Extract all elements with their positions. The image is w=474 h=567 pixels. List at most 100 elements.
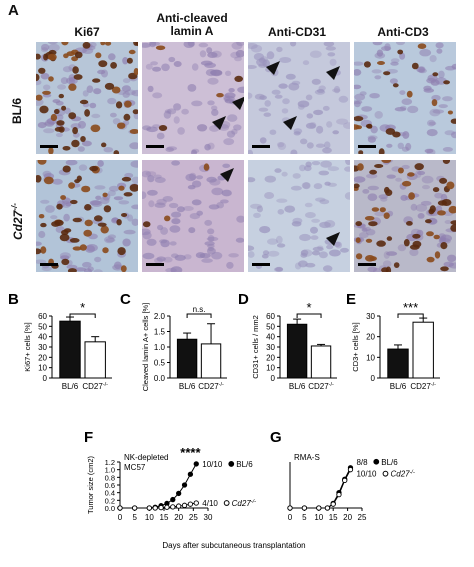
- micrograph-cd3-cd27: [354, 160, 456, 272]
- series-count-label: 10/10: [356, 470, 377, 479]
- category-label: BL/6: [390, 382, 407, 391]
- y-tick-label: 0.0: [105, 504, 115, 513]
- legend-marker: [223, 500, 230, 506]
- scale-bar: [40, 263, 58, 266]
- significance-label: ***: [403, 300, 418, 315]
- data-point: [170, 496, 176, 503]
- y-tick-label: 30: [366, 312, 375, 321]
- bar-0: [176, 338, 198, 379]
- significance-bracket: [296, 313, 322, 318]
- x-tick-label: 15: [329, 513, 338, 522]
- column-header-anti-cleaved-lamin-a: Anti-cleaved lamin A: [156, 11, 228, 38]
- legend-label: Cd27-/-: [390, 470, 414, 479]
- category-label: BL/6: [62, 382, 79, 391]
- data-point: [287, 505, 293, 511]
- y-axis-label: CD31+ cells / mm2: [251, 315, 260, 379]
- legend-marker: [373, 458, 380, 465]
- significance-label: ****: [180, 445, 201, 460]
- y-tick-label: 30: [38, 343, 47, 352]
- micrograph-ki67-bl6: [36, 42, 138, 154]
- chart-annotation: MC57: [124, 463, 146, 472]
- series-count-label: 10/10: [202, 460, 223, 469]
- x-tick-label: 20: [174, 513, 183, 522]
- series-line-1: [290, 469, 351, 509]
- data-point: [193, 461, 199, 467]
- y-axis-label: CD3+ cells [%]: [351, 322, 360, 371]
- panel-e-label: E: [346, 291, 356, 308]
- column-header-anti-cd31: Anti-CD31: [267, 25, 326, 39]
- x-tick-label: 30: [204, 513, 213, 522]
- data-point: [176, 490, 182, 497]
- y-tick-label: 0.8: [105, 473, 115, 482]
- micrograph-cd3-bl6: [354, 42, 456, 154]
- y-tick-label: 20: [366, 333, 375, 342]
- panel-a-label: A: [8, 2, 19, 19]
- arrowhead-marker: [220, 168, 234, 182]
- arrowhead-marker: [326, 232, 340, 246]
- x-tick-label: 20: [343, 513, 352, 522]
- series-count-label: 8/8: [356, 458, 368, 467]
- bar-0: [59, 320, 81, 379]
- panel-b-label: B: [8, 291, 19, 308]
- y-tick-label: 10: [266, 364, 275, 373]
- data-point: [324, 505, 331, 511]
- scale-bar: [146, 145, 164, 148]
- x-tick-label: 25: [189, 513, 198, 522]
- y-tick-label: 0.4: [105, 489, 115, 498]
- data-point: [336, 491, 342, 498]
- x-tick-label: 10: [314, 513, 323, 522]
- x-tick-label: 25: [358, 513, 367, 522]
- data-point: [181, 502, 188, 508]
- x-tick-label: 5: [132, 513, 137, 522]
- panel-g-label: G: [270, 429, 282, 446]
- category-label: BL/6: [179, 382, 196, 391]
- data-point: [181, 482, 188, 488]
- significance-label: *: [307, 300, 312, 315]
- arrowhead-marker: [212, 116, 226, 130]
- data-point: [342, 477, 348, 484]
- data-point: [170, 504, 176, 510]
- data-point: [152, 505, 158, 511]
- micrograph-cd31-bl6: [248, 42, 350, 154]
- legend-label: Cd27-/-: [232, 499, 256, 508]
- significance-bracket: [69, 313, 96, 318]
- y-tick-label: 0.5: [154, 359, 166, 368]
- micrograph-lamin-a-cd27: [142, 160, 244, 272]
- bar-1: [200, 343, 222, 379]
- data-point: [158, 504, 164, 511]
- panel-d-label: D: [238, 291, 249, 308]
- y-axis-label: Tumor size (cm2): [86, 455, 95, 514]
- category-label: CD27-/-: [82, 382, 108, 391]
- bar-0: [387, 348, 409, 379]
- significance-bracket: [186, 313, 212, 318]
- y-tick-label: 40: [266, 333, 275, 342]
- x-tick-label: 0: [288, 513, 293, 522]
- x-tick-label: 10: [145, 513, 154, 522]
- micrograph-cd31-cd27: [248, 160, 350, 272]
- data-point: [316, 505, 322, 511]
- x-tick-label: 5: [302, 513, 307, 522]
- significance-label: n.s.: [193, 305, 206, 314]
- significance-label: *: [80, 300, 85, 315]
- scale-bar: [40, 145, 58, 148]
- y-tick-label: 60: [38, 312, 47, 321]
- category-label: CD27-/-: [410, 382, 436, 391]
- data-point: [132, 505, 138, 511]
- data-point: [301, 505, 308, 511]
- panel-f-label: F: [84, 429, 93, 446]
- legend-marker: [382, 470, 389, 477]
- legend-label: BL/6: [381, 458, 398, 467]
- y-tick-label: 10: [366, 353, 375, 362]
- y-tick-label: 0: [371, 374, 376, 383]
- category-label: BL/6: [289, 382, 306, 391]
- x-axis-label: Days after subcutaneous transplantation: [162, 541, 305, 550]
- data-point: [176, 503, 182, 509]
- y-tick-label: 20: [266, 353, 275, 362]
- arrowhead-marker: [266, 61, 280, 75]
- data-point: [347, 467, 354, 473]
- bar-0: [286, 323, 308, 379]
- y-tick-label: 40: [38, 333, 47, 342]
- micrograph-lamin-a-bl6: [142, 42, 244, 154]
- series-count-label: 4/10: [202, 499, 218, 508]
